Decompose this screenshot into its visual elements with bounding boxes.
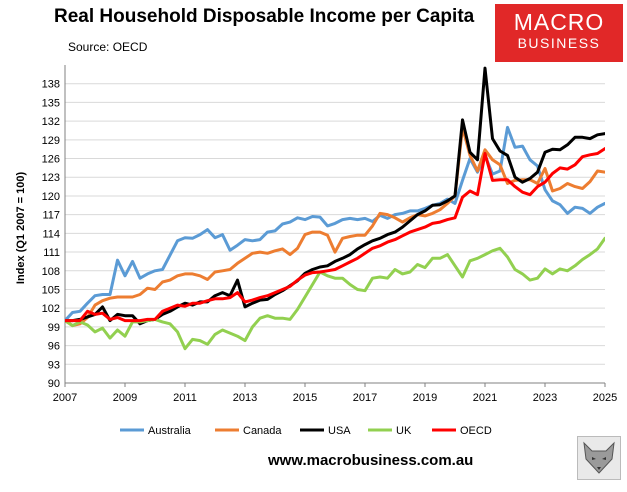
chart-title: Real Household Disposable Income per Cap… xyxy=(54,6,475,27)
y-tick-label: 117 xyxy=(42,210,60,222)
x-tick-label: 2009 xyxy=(113,392,137,404)
gridlines xyxy=(65,83,605,384)
series-line-uk xyxy=(65,236,605,351)
legend-label-oecd: OECD xyxy=(460,425,492,437)
y-tick-label: 120 xyxy=(42,191,60,203)
x-tick-label: 2023 xyxy=(533,392,557,404)
x-tick-label: 2011 xyxy=(173,392,197,404)
x-tick-label: 2013 xyxy=(233,392,257,404)
y-tick-label: 102 xyxy=(42,303,60,315)
macro-business-logo: MACRO BUSINESS xyxy=(495,4,623,62)
legend-label-usa: USA xyxy=(328,425,351,437)
y-tick-label: 111 xyxy=(43,247,60,259)
logo-line-2: BUSINESS xyxy=(517,35,601,51)
y-tick-label: 126 xyxy=(42,154,60,166)
y-tick-label: 93 xyxy=(48,359,60,371)
legend-label-uk: UK xyxy=(396,425,412,437)
legend-label-australia: Australia xyxy=(148,425,192,437)
x-tick-label: 2015 xyxy=(293,392,317,404)
x-tick-label: 2021 xyxy=(473,392,497,404)
series-line-australia xyxy=(65,125,605,323)
x-tick-label: 2017 xyxy=(353,392,377,404)
website-url: www.macrobusiness.com.au xyxy=(268,452,474,469)
fox-logo-icon xyxy=(577,436,621,480)
y-tick-label: 132 xyxy=(42,116,60,128)
y-tick-label: 114 xyxy=(42,228,60,240)
axes: 90 93 96 99 102 105 108 111 114 117 120 123 126 129 13… xyxy=(42,65,617,404)
y-tick-label: 108 xyxy=(42,266,60,278)
y-tick-label: 99 xyxy=(48,322,60,334)
y-tick-label: 135 xyxy=(42,97,60,109)
chart-source: Source: OECD xyxy=(68,40,148,54)
x-tick-label: 2007 xyxy=(53,392,77,404)
x-tick-label: 2019 xyxy=(413,392,437,404)
y-tick-label: 96 xyxy=(48,341,60,353)
y-tick-label: 90 xyxy=(48,378,60,390)
y-tick-label: 123 xyxy=(42,172,60,184)
legend-label-canada: Canada xyxy=(243,425,282,437)
x-tick-label: 2025 xyxy=(593,392,617,404)
series-line-canada xyxy=(65,125,605,328)
series-line-oecd xyxy=(65,147,605,323)
y-axis-label: Index (Q1 2007 = 100) xyxy=(15,172,27,285)
series-lines xyxy=(65,66,605,351)
y-tick-label: 138 xyxy=(42,79,60,91)
y-tick-label: 105 xyxy=(42,284,60,296)
logo-line-1: MACRO xyxy=(513,9,605,35)
legend: Australia Canada USA UK OECD xyxy=(120,425,492,437)
y-tick-label: 129 xyxy=(42,135,60,147)
